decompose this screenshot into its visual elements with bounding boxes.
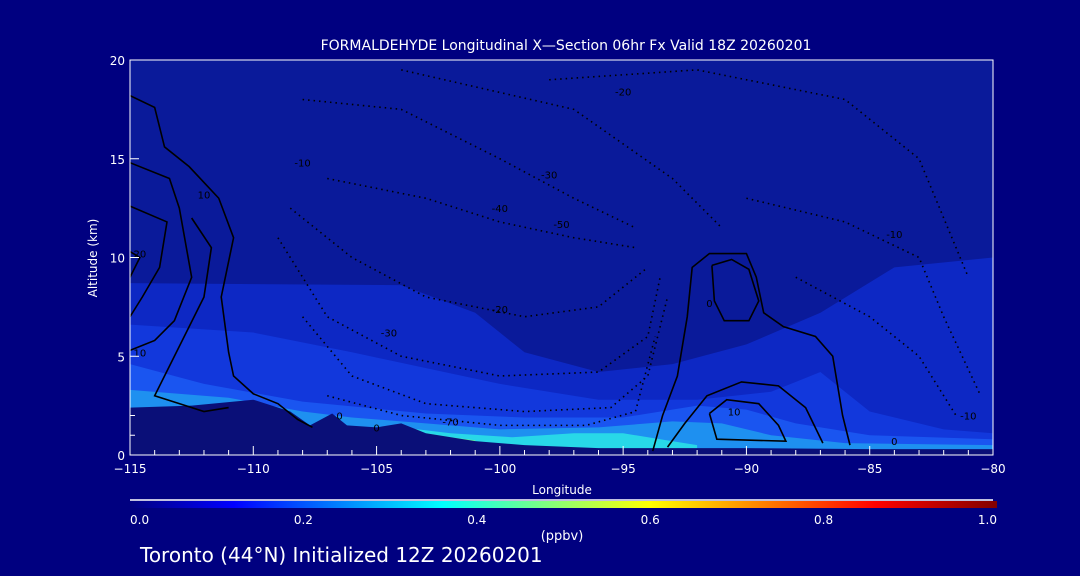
contour-line-positive (708, 398, 788, 443)
x-tick-label: −105 (360, 462, 393, 476)
colorbar (130, 501, 997, 508)
colorbar-ticks: 0.0 0.2 0.4 0.6 0.8 1.0 (130, 513, 997, 527)
colorbar-tick-label: 0.8 (814, 513, 833, 527)
x-tick-label: −95 (610, 462, 635, 476)
contour-line-negative (301, 296, 669, 413)
x-tick-label: −85 (857, 462, 882, 476)
contour-label: -10 (886, 230, 902, 241)
footer-location-text: Toronto (44°N) Initialized 12Z 20260201 (139, 543, 543, 567)
contour-line-positive (666, 381, 824, 448)
contour-line-positive (651, 252, 851, 452)
contour-label: -20 (615, 88, 631, 99)
colorbar-unit-label: (ppbv) (541, 529, 584, 544)
y-axis-label: Altitude (km) (86, 219, 100, 298)
x-axis-label: Longitude (532, 483, 592, 497)
y-tick-label: 10 (110, 252, 125, 266)
x-tick-label: −115 (114, 462, 147, 476)
contour-label: 0 (336, 411, 342, 422)
x-tick-label: −100 (483, 462, 516, 476)
contour-label: -20 (492, 305, 508, 316)
contour-line-positive (130, 94, 313, 429)
contour-label: -30 (541, 171, 557, 182)
contour-label: -40 (492, 204, 508, 215)
y-tick-label: 0 (117, 449, 125, 463)
contour-line-positive (130, 250, 141, 278)
contour-line-positive (130, 205, 168, 318)
colorbar-tick-label: 0.2 (294, 513, 313, 527)
contour-label: 10 (133, 348, 146, 359)
chart-title: FORMALDEHYDE Longitudinal X—Section 06hr… (321, 38, 812, 54)
contour-label: -10 (960, 411, 976, 422)
contour-line-positive (130, 161, 193, 352)
contour-line-negative (549, 69, 970, 278)
contour-line-negative (401, 69, 723, 229)
contour-line-negative (795, 276, 957, 416)
contour-label: 0 (373, 423, 379, 434)
plot-area (130, 60, 993, 455)
y-tick-label: 20 (110, 54, 125, 68)
contour-label: -10 (294, 159, 310, 170)
x-tick-label: −80 (980, 462, 1005, 476)
contour-label: 20 (133, 250, 146, 261)
y-tick-label: 5 (117, 350, 125, 364)
x-tick-label: −110 (237, 462, 270, 476)
contour-label: 10 (198, 190, 211, 201)
contour-label: 0 (891, 437, 897, 448)
x-tick-label: −90 (734, 462, 759, 476)
terrain (130, 399, 993, 455)
contour-label: -30 (381, 329, 397, 340)
y-tick-label: 15 (110, 153, 125, 167)
colorbar-tick-label: 1.0 (978, 513, 997, 527)
contour-line-negative (302, 98, 636, 229)
contour-label: 0 (706, 299, 712, 310)
colorbar-tick-label: 0.4 (467, 513, 486, 527)
axes: −115 −110 −105 −100 −95 −90 −85 −80 0 5 10 15 20 (110, 54, 1006, 476)
contour-line-positive (153, 217, 229, 413)
contour-line-negative (327, 177, 636, 249)
contour-label: -50 (553, 220, 569, 231)
contour-label: -70 (442, 417, 458, 428)
contour-lines: 20 10 10 -10 -20 -30 -40 -50 -30 -20 -70 0 0 10 0 -10 0 -… (130, 69, 982, 452)
contour-line-positive (711, 258, 760, 322)
contour-label: 10 (728, 408, 741, 419)
colorbar-tick-label: 0.0 (130, 513, 149, 527)
colorbar-tick-label: 0.6 (641, 513, 660, 527)
